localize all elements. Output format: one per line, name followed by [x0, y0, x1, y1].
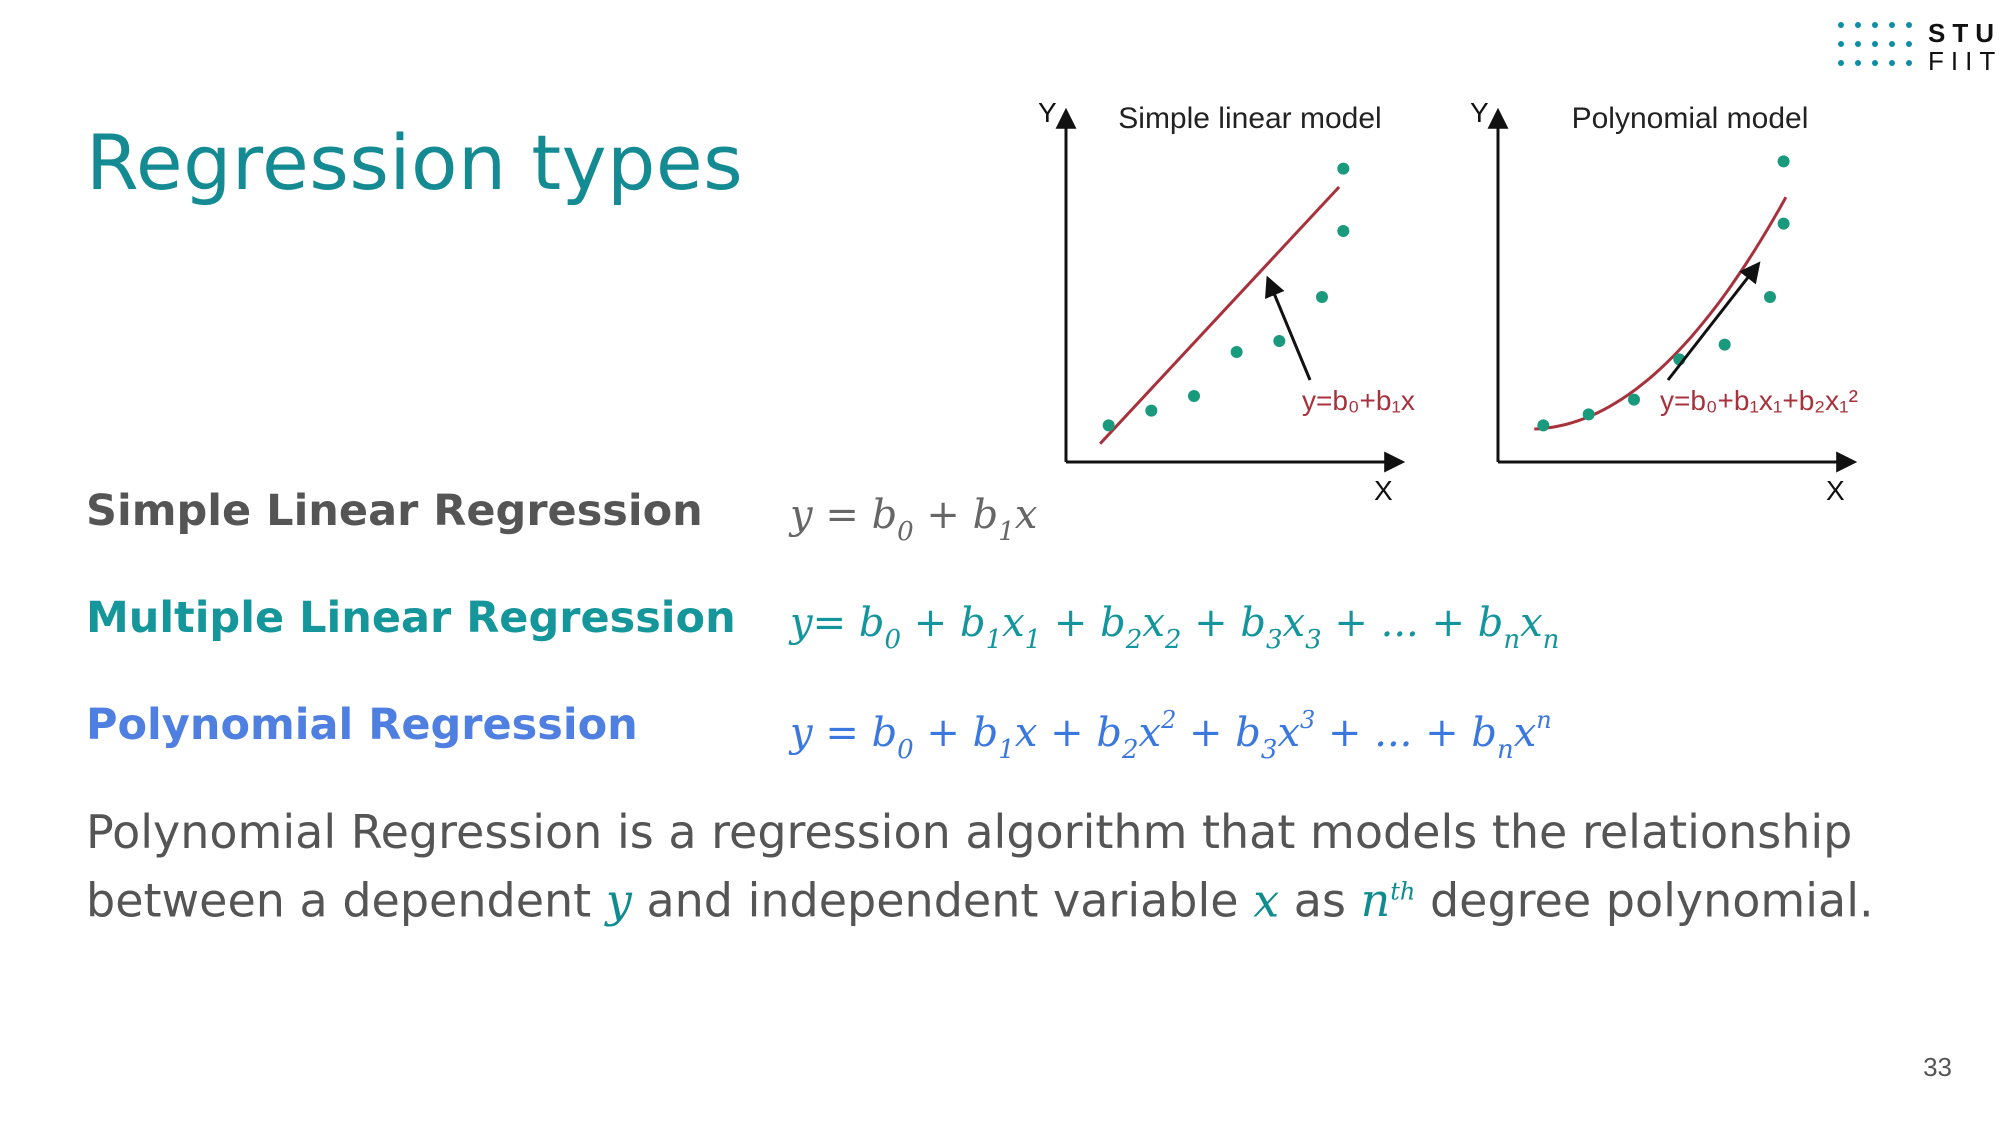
- polynomial-formula: y = b0 + b1x + b2x2 + b3x3 + ... + bnxn: [790, 706, 1552, 765]
- data-point: [1273, 335, 1286, 347]
- data-point: [1337, 162, 1350, 175]
- logo-fiit-text: FIIT: [1928, 46, 2000, 76]
- polynomial-regression-description: Polynomial Regression is a regression al…: [86, 805, 1874, 928]
- regression-charts: Y X Simple linear model y=b₀+b₁x Y X Polynomi…: [1038, 97, 1858, 506]
- stu-fiit-logo: STU FIIT: [1838, 16, 1998, 76]
- logo-stu-text: STU: [1928, 18, 2000, 48]
- polynomial-chart: Y X Polynomial model y=b₀+b₁x₁+b₂x₁²: [1470, 97, 1858, 506]
- y-axis-label: Y: [1470, 97, 1489, 128]
- page-title: Regression types: [86, 118, 744, 207]
- data-point: [1337, 225, 1350, 237]
- fit-equation-label: y=b₀+b₁x: [1302, 385, 1415, 416]
- simple-linear-chart: Y X Simple linear model y=b₀+b₁x: [1038, 97, 1415, 506]
- chart-title: Polynomial model: [1572, 102, 1809, 135]
- data-point: [1764, 291, 1776, 303]
- chart-title: Simple linear model: [1118, 102, 1381, 135]
- data-point: [1145, 404, 1158, 417]
- x-axis-label: X: [1826, 475, 1845, 506]
- annotation-arrow: [1666, 261, 1761, 381]
- page-number: 33: [1923, 1052, 1952, 1082]
- data-point: [1718, 338, 1731, 351]
- data-point: [1102, 419, 1115, 432]
- data-point: [1316, 291, 1328, 303]
- fit-equation-label: y=b₀+b₁x₁+b₂x₁²: [1660, 385, 1858, 416]
- data-point: [1188, 390, 1200, 402]
- data-point: [1230, 346, 1243, 358]
- simple-linear-formula: y = b0 + b1x: [790, 492, 1038, 547]
- polynomial-regression-label: Polynomial Regression: [86, 700, 638, 750]
- data-point: [1777, 155, 1790, 168]
- data-point: [1582, 408, 1595, 421]
- fit-line: [1099, 185, 1341, 445]
- simple-linear-regression-label: Simple Linear Regression: [86, 486, 703, 536]
- y-axis-label: Y: [1038, 97, 1057, 128]
- variable-n: nth: [1360, 873, 1416, 928]
- data-point: [1777, 217, 1790, 230]
- annotation-arrow: [1265, 275, 1312, 381]
- x-axis-label: X: [1374, 475, 1393, 506]
- data-point: [1537, 419, 1550, 432]
- data-point: [1628, 393, 1640, 406]
- multiple-linear-formula: y= b0 + b1x1 + b2x2 + b3x3 + ... + bnxn: [790, 600, 1560, 655]
- multiple-linear-regression-label: Multiple Linear Regression: [86, 593, 736, 643]
- variable-y: y: [605, 873, 632, 928]
- variable-x: x: [1253, 873, 1280, 928]
